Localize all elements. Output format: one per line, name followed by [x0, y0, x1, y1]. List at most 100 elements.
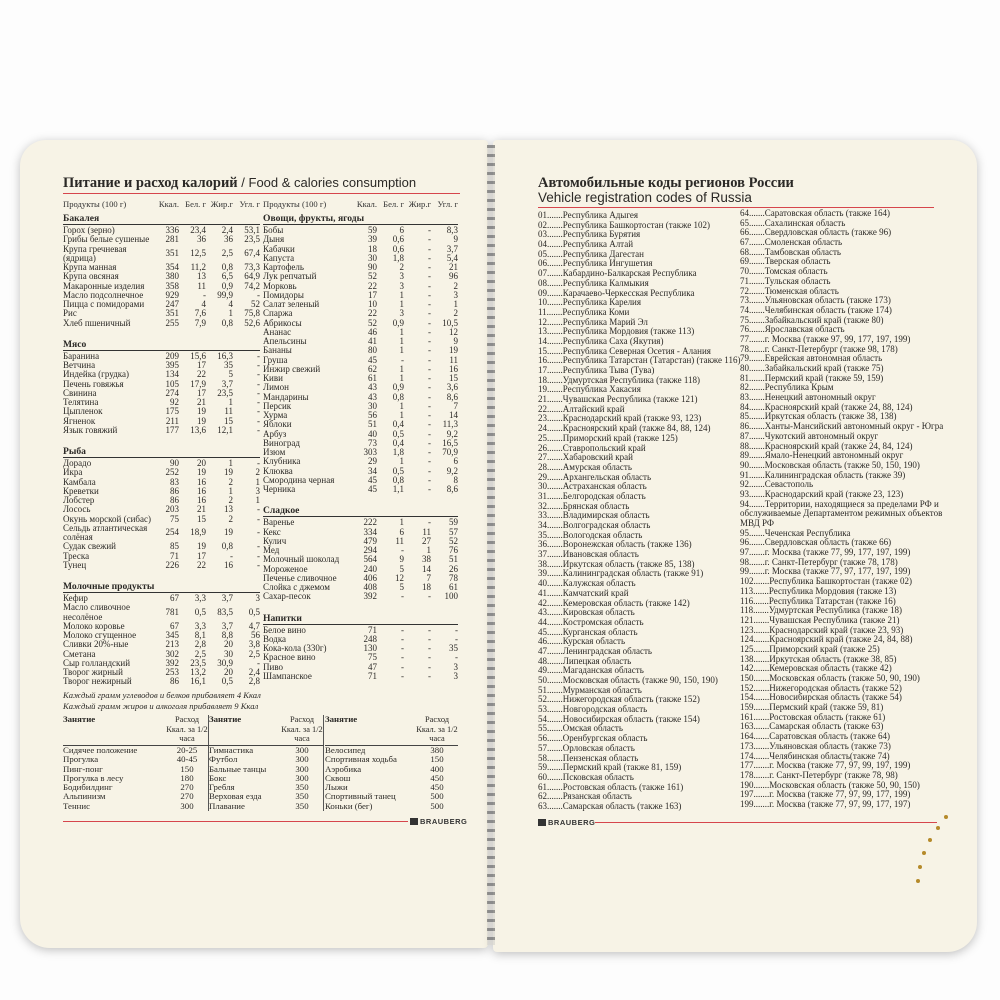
leader-dots — [749, 373, 765, 383]
cell-value: 80 — [368, 345, 377, 356]
food-name: Помидоры — [263, 289, 304, 300]
cell-value: 2,5 — [248, 648, 260, 659]
cell-value: 22 — [197, 369, 206, 380]
cell-value: 351 — [165, 308, 180, 319]
cell-value: 209 — [165, 350, 180, 361]
cell-value: 5 — [228, 369, 234, 380]
region-code-entry: 190 Московская область (также 50, 90, 150… — [740, 780, 945, 791]
leader-dots — [547, 365, 563, 375]
region-code: 85 — [740, 411, 749, 422]
food-name: Мед — [263, 545, 280, 555]
region-code-entry: 63 Самарская область (также 163) — [538, 801, 740, 812]
table-row: Рис 351 7,6 1 75,8 — [63, 308, 260, 319]
cell-value: 1 — [426, 545, 432, 555]
activity-name: Пинг-понг — [63, 763, 103, 774]
leader-dots — [547, 539, 563, 549]
activity-name: Бодибилдинг — [63, 782, 113, 793]
region-code-entry: 43 Кировская область — [538, 607, 740, 618]
table-row: Лосось 203 21 13 - — [63, 504, 260, 514]
table-row: Смородина черная 45 0,8 - 8 — [263, 475, 458, 485]
cell-value: 12 — [395, 572, 404, 583]
region-code-entry: 75 Забайкальский край (также 80) — [740, 315, 945, 326]
region-code-entry: 05 Республика Дагестан — [538, 249, 740, 260]
region-name: Ивановская область — [562, 549, 639, 560]
activity-calories: 150 — [166, 764, 209, 774]
cell-value: 52 — [368, 271, 377, 282]
leader-dots — [749, 276, 765, 286]
region-code-entry: 88 Красноярский край (также 24, 84, 124) — [740, 440, 945, 452]
activity-row: Прогулка 40-45 — [63, 754, 209, 765]
leader-dots — [753, 605, 769, 615]
cell-value: - — [257, 406, 260, 417]
region-code: 24 — [538, 423, 547, 434]
region-name: г. Санкт-Петербург (также 78, 98) — [769, 769, 898, 780]
region-name: Кировская область — [562, 607, 635, 618]
region-code: 74 — [740, 304, 749, 315]
food-name: Творог нежирный — [63, 676, 132, 687]
food-name: Арбуз — [263, 428, 287, 439]
table-row: Сметана 302 2,5 30 2,5 — [63, 648, 260, 659]
region-code-entry: 04 Республика Алтай — [538, 239, 740, 250]
cell-value: 29 — [368, 456, 377, 467]
cell-value: 3,7 — [221, 378, 233, 389]
leader-dots — [749, 402, 765, 412]
region-code-entry: 37 Ивановская область — [538, 549, 740, 560]
table-row: Клубника 29 1 - 6 — [263, 456, 458, 467]
food-name: Ягненок — [63, 415, 96, 426]
leader-dots — [749, 431, 765, 441]
activity-name: Спортивный танец — [325, 791, 396, 802]
table-row: Ананас 46 1 - 12 — [263, 327, 458, 337]
leader-dots — [547, 675, 563, 685]
food-name: Варенье — [263, 517, 295, 528]
region-name: Амурская область — [562, 461, 632, 472]
region-code: 11 — [538, 306, 547, 317]
leader-dots — [749, 305, 765, 315]
cell-value: 11 — [197, 280, 206, 291]
region-code-entry: 34 Волгоградская область — [538, 520, 740, 531]
food-name: Кока-кола (330г) — [263, 643, 327, 653]
leader-dots — [547, 791, 563, 801]
cell-value: 1 — [399, 373, 405, 383]
cell-value: 18,9 — [190, 527, 206, 538]
leader-dots — [547, 258, 563, 268]
table-row: Пицца с помидорами 247 4 4 52 — [63, 299, 260, 309]
cell-value: 20 — [224, 667, 233, 677]
table-row: Черника 45 1,1 - 8,6 — [263, 484, 458, 494]
cell-value: 255 — [165, 317, 180, 328]
region-code-entry: 58 Пензенская область — [538, 753, 740, 764]
leader-dots — [749, 315, 765, 325]
cell-value: 16,1 — [190, 676, 206, 687]
leader-dots — [749, 421, 765, 431]
food-name: Дорадо — [63, 458, 92, 468]
cell-value: 11 — [449, 354, 458, 365]
region-name: Сахалинская область — [764, 217, 846, 228]
region-name: Владимирская область — [562, 510, 650, 521]
region-code: 90 — [740, 459, 749, 470]
leader-dots — [547, 753, 563, 763]
region-code: 116 — [740, 595, 754, 606]
cell-value: - — [257, 657, 260, 668]
leader-dots — [749, 344, 765, 354]
region-code-entry: 08 Республика Калмыкия — [538, 278, 740, 289]
cell-value: 43 — [368, 391, 377, 402]
cell-value: 30 — [224, 648, 233, 659]
region-name: Красноярский край (также 24, 84, 124) — [764, 440, 913, 451]
region-name: Мурманская область — [562, 684, 642, 695]
cell-value: 86 — [170, 676, 179, 687]
table-row: Мороженое 240 5 14 26 — [263, 564, 458, 574]
region-name: Саратовская область (также 64) — [769, 731, 891, 742]
activity-header-name: Занятие — [63, 714, 96, 724]
region-code-entry: 199 г. Москва (также 77, 97, 99, 177, 197… — [740, 799, 945, 810]
cell-value: 47 — [368, 661, 377, 672]
food-name: Абрикосы — [263, 317, 302, 328]
food-name: Апельсины — [263, 336, 307, 346]
cell-value: 59 — [449, 517, 458, 528]
leader-dots — [547, 607, 563, 617]
cell-value: 10 — [368, 299, 377, 309]
cell-value: 3 — [453, 670, 459, 681]
leader-dots — [547, 375, 563, 385]
region-name: Красноярский край (также 24, 88, 124) — [764, 401, 913, 412]
cell-value: 19 — [224, 467, 233, 478]
region-name: Тамбовская область — [764, 246, 841, 257]
region-code-entry: 138 Иркутская область (также 38, 85) — [740, 654, 945, 665]
